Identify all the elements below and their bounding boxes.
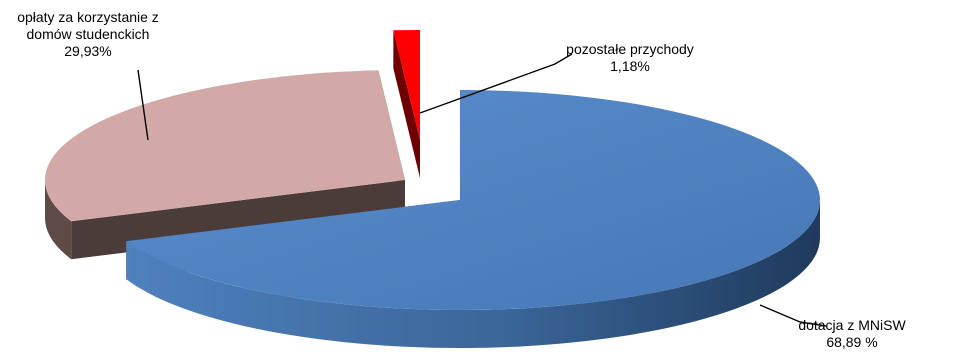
leader-line [759, 304, 827, 327]
slice-label-line: 68,89 % [826, 334, 877, 350]
slice-label-line: 29,93% [64, 43, 111, 59]
pie-slice [126, 90, 821, 348]
slice-label-line: dotacja z MNiSW [798, 317, 906, 333]
slice-label: pozostałe przychody 1,18% [566, 41, 694, 74]
slice-label-line: pozostałe przychody [566, 41, 694, 57]
pie-slice-top [45, 70, 405, 222]
pie-slice-side [45, 180, 72, 260]
pie-slice-top [393, 30, 420, 140]
slice-label-line: opłaty za korzystanie z [17, 9, 159, 25]
leader-line [419, 53, 573, 114]
pie-slice-top [126, 90, 820, 310]
pie-slice-side [126, 200, 821, 348]
pie-slice-cut-face [393, 30, 420, 178]
slice-label: opłaty za korzystanie z domów studenckich… [17, 9, 159, 59]
slice-label-line: domów studenckich [27, 26, 150, 42]
slice-label: dotacja z MNiSW 68,89 % [798, 317, 906, 350]
pie-slice [393, 30, 420, 178]
leader-line [137, 69, 149, 141]
slice-label-line: 1,18% [610, 58, 650, 74]
